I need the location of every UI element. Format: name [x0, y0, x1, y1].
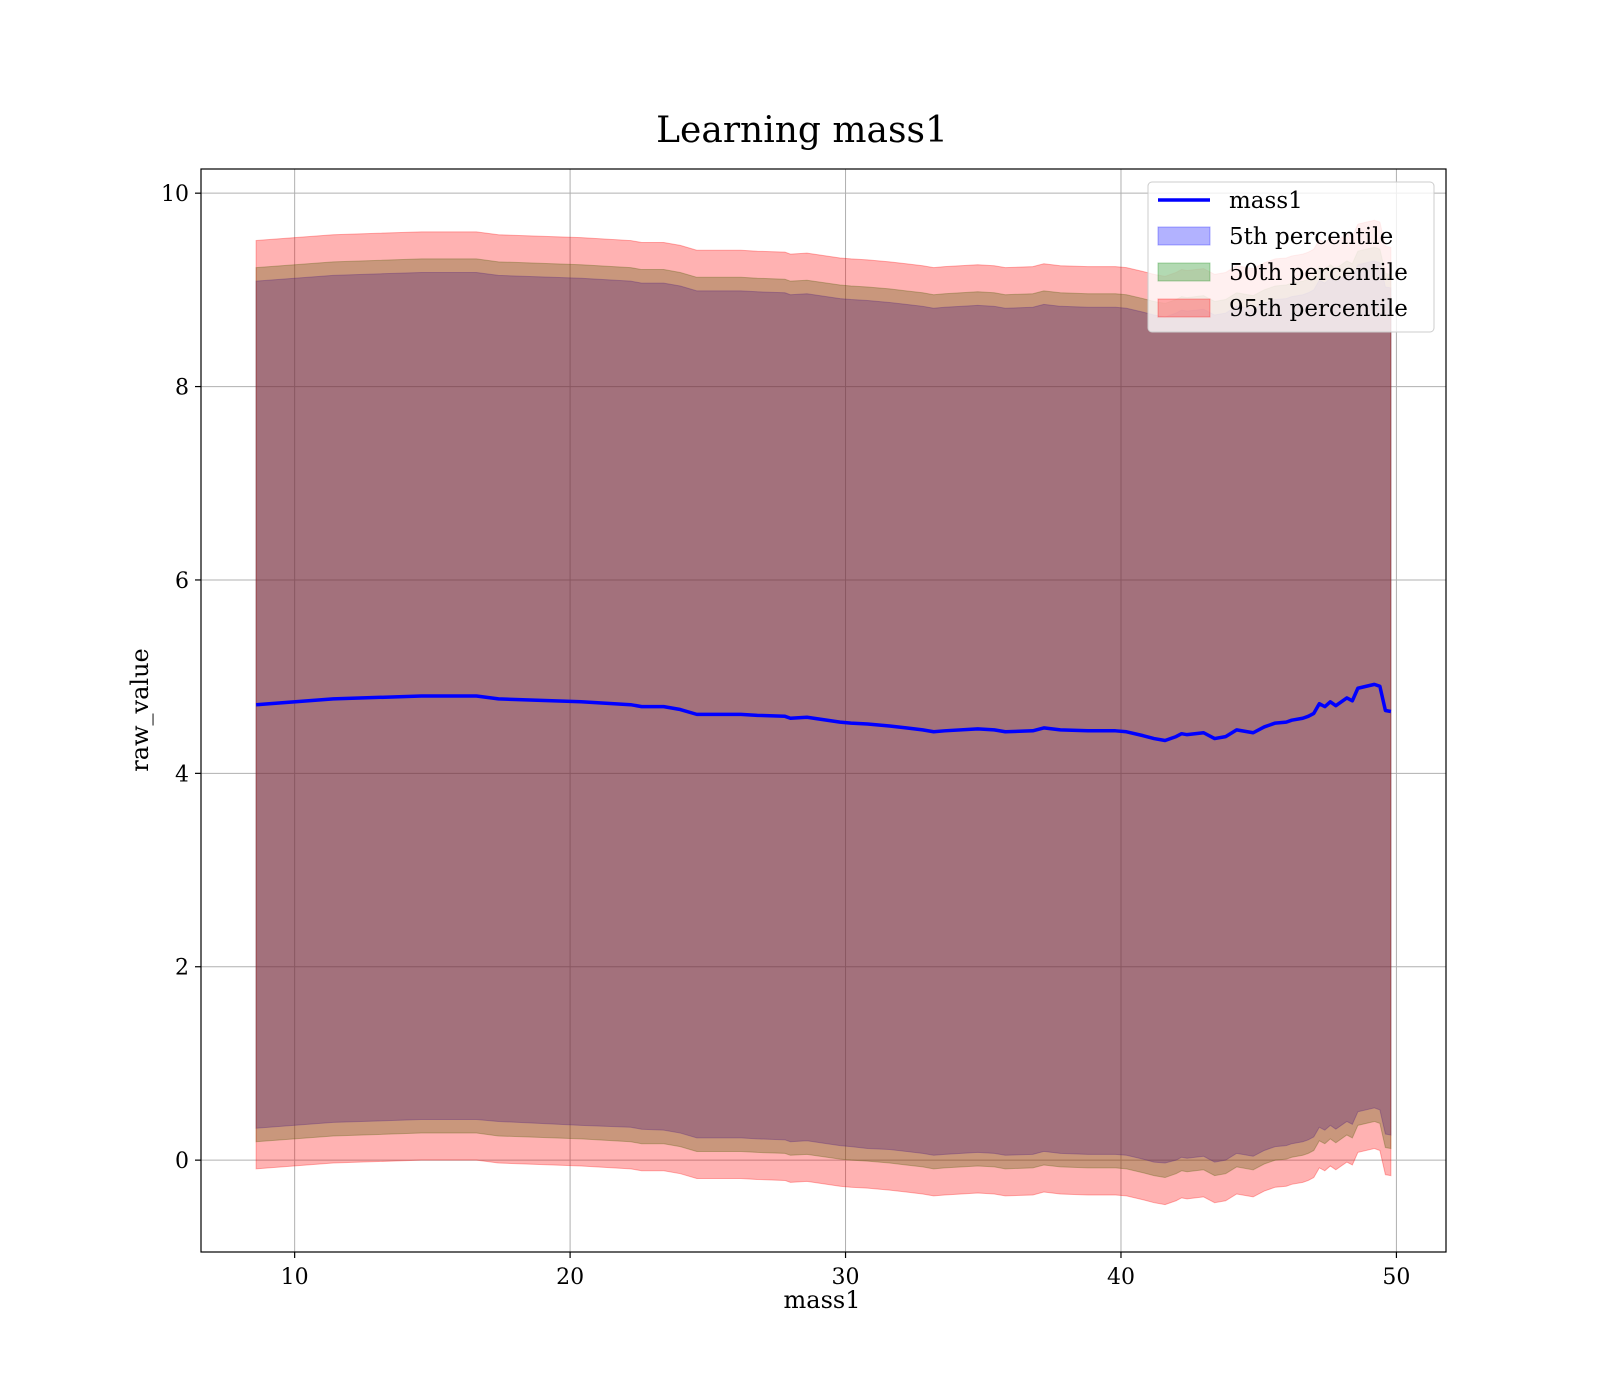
y-tick-label: 0 [175, 1149, 189, 1174]
x-tick-label: 20 [556, 1265, 584, 1290]
series-lines [255, 682, 1392, 743]
x-axis-label: mass1 [784, 1286, 861, 1314]
legend-swatch-5th [1157, 226, 1211, 246]
x-tick-label: 10 [281, 1265, 309, 1290]
y-axis-ticks: 0 2 4 6 8 10 [161, 182, 201, 1174]
y-tick-label: 2 [175, 956, 189, 981]
percentile-bands [255, 219, 1392, 1206]
y-axis-label: raw_value [126, 648, 154, 772]
band-95th-percentile [255, 219, 1392, 1206]
y-tick-label: 8 [175, 376, 189, 401]
legend-label-mass1: mass1 [1229, 188, 1303, 214]
y-tick-label: 6 [175, 569, 189, 594]
band-50th-percentile [255, 246, 1392, 1179]
legend-box [1147, 181, 1435, 333]
plot-frame [200, 168, 1447, 1253]
legend: mass1 5th percentile 50th percentile 95t… [1147, 181, 1435, 333]
x-axis-ticks: 10 20 30 40 50 [281, 1252, 1410, 1290]
chart-title: Learning mass1 [656, 110, 948, 151]
y-tick-label: 4 [175, 762, 189, 787]
x-tick-label: 50 [1382, 1265, 1410, 1290]
x-tick-label: 40 [1107, 1265, 1135, 1290]
legend-swatch-50th [1157, 262, 1211, 282]
band-5th-percentile [255, 260, 1392, 1164]
legend-swatch-95th [1157, 298, 1211, 318]
grid-lines [201, 169, 1446, 1252]
legend-label-95th: 95th percentile [1229, 296, 1408, 322]
x-tick-label: 30 [832, 1265, 860, 1290]
legend-label-5th: 5th percentile [1229, 224, 1393, 250]
series-line-mass1 [255, 682, 1392, 743]
legend-label-50th: 50th percentile [1229, 260, 1408, 286]
y-tick-label: 10 [161, 182, 189, 207]
